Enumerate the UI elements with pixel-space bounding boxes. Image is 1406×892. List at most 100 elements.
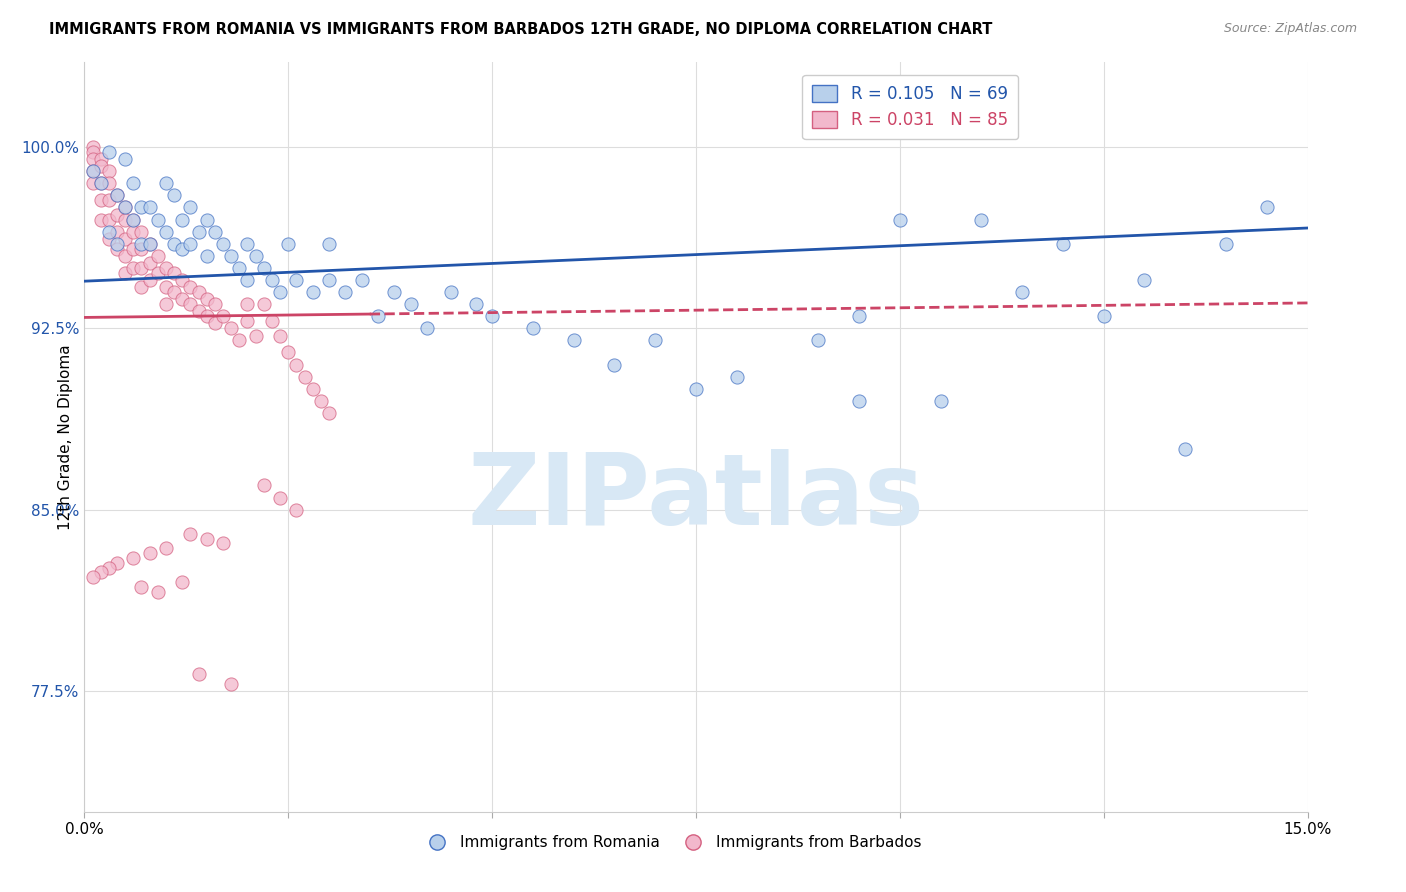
Point [294, 369, 316, 384]
Point [1011, 285, 1033, 299]
Point [82, 145, 104, 159]
Point [848, 393, 870, 408]
Point [163, 266, 186, 280]
Point [163, 285, 186, 299]
Point [1052, 236, 1074, 251]
Point [399, 297, 422, 311]
Point [285, 273, 308, 287]
Point [277, 236, 299, 251]
Point [172, 273, 194, 287]
Point [105, 242, 128, 256]
Point [131, 580, 153, 594]
Point [97, 145, 120, 159]
Point [807, 334, 830, 348]
Point [848, 310, 870, 324]
Point [236, 314, 259, 328]
Point [131, 280, 153, 294]
Point [269, 285, 291, 299]
Point [122, 242, 145, 256]
Point [172, 212, 194, 227]
Point [219, 321, 242, 335]
Point [114, 232, 136, 246]
Point [929, 393, 952, 408]
Point [1133, 273, 1156, 287]
Point [219, 676, 242, 690]
Point [172, 575, 194, 590]
Point [350, 273, 373, 287]
Point [219, 249, 242, 263]
Point [114, 249, 136, 263]
Point [105, 225, 128, 239]
Point [146, 266, 169, 280]
Point [464, 297, 486, 311]
Point [236, 236, 259, 251]
Point [309, 393, 332, 408]
Point [138, 273, 160, 287]
Point [82, 570, 104, 584]
Point [179, 201, 201, 215]
Point [212, 536, 235, 550]
Point [155, 541, 177, 556]
Point [90, 176, 112, 190]
Point [260, 273, 283, 287]
Point [82, 152, 104, 166]
Point [195, 310, 218, 324]
Point [277, 345, 299, 359]
Point [301, 285, 323, 299]
Point [204, 297, 226, 311]
Point [245, 249, 267, 263]
Point [90, 176, 112, 190]
Point [114, 152, 136, 166]
Point [155, 176, 177, 190]
Point [285, 358, 308, 372]
Point [146, 249, 169, 263]
Point [187, 225, 209, 239]
Point [131, 225, 153, 239]
Text: ZIPatlas: ZIPatlas [468, 449, 924, 546]
Point [97, 212, 120, 227]
Point [522, 321, 544, 335]
Point [204, 225, 226, 239]
Point [105, 208, 128, 222]
Point [163, 188, 186, 202]
Point [138, 201, 160, 215]
Point [195, 532, 218, 546]
Point [228, 260, 250, 275]
Point [90, 160, 112, 174]
Point [155, 260, 177, 275]
Point [138, 236, 160, 251]
Point [1256, 201, 1278, 215]
Point [122, 212, 145, 227]
Point [187, 304, 209, 318]
Point [105, 236, 128, 251]
Point [212, 310, 235, 324]
Point [131, 201, 153, 215]
Point [318, 236, 340, 251]
Point [122, 225, 145, 239]
Point [335, 285, 357, 299]
Point [97, 193, 120, 207]
Point [155, 225, 177, 239]
Point [253, 478, 276, 492]
Point [644, 334, 666, 348]
Point [1174, 442, 1197, 457]
Point [90, 566, 112, 580]
Point [318, 406, 340, 420]
Point [155, 280, 177, 294]
Point [82, 164, 104, 178]
Point [105, 188, 128, 202]
Point [105, 188, 128, 202]
Point [131, 242, 153, 256]
Point [82, 164, 104, 178]
Point [253, 297, 276, 311]
Point [97, 560, 120, 574]
Point [236, 273, 259, 287]
Point [105, 556, 128, 570]
Point [97, 232, 120, 246]
Point [889, 212, 911, 227]
Point [138, 236, 160, 251]
Point [195, 249, 218, 263]
Point [603, 358, 626, 372]
Point [212, 236, 235, 251]
Point [122, 260, 145, 275]
